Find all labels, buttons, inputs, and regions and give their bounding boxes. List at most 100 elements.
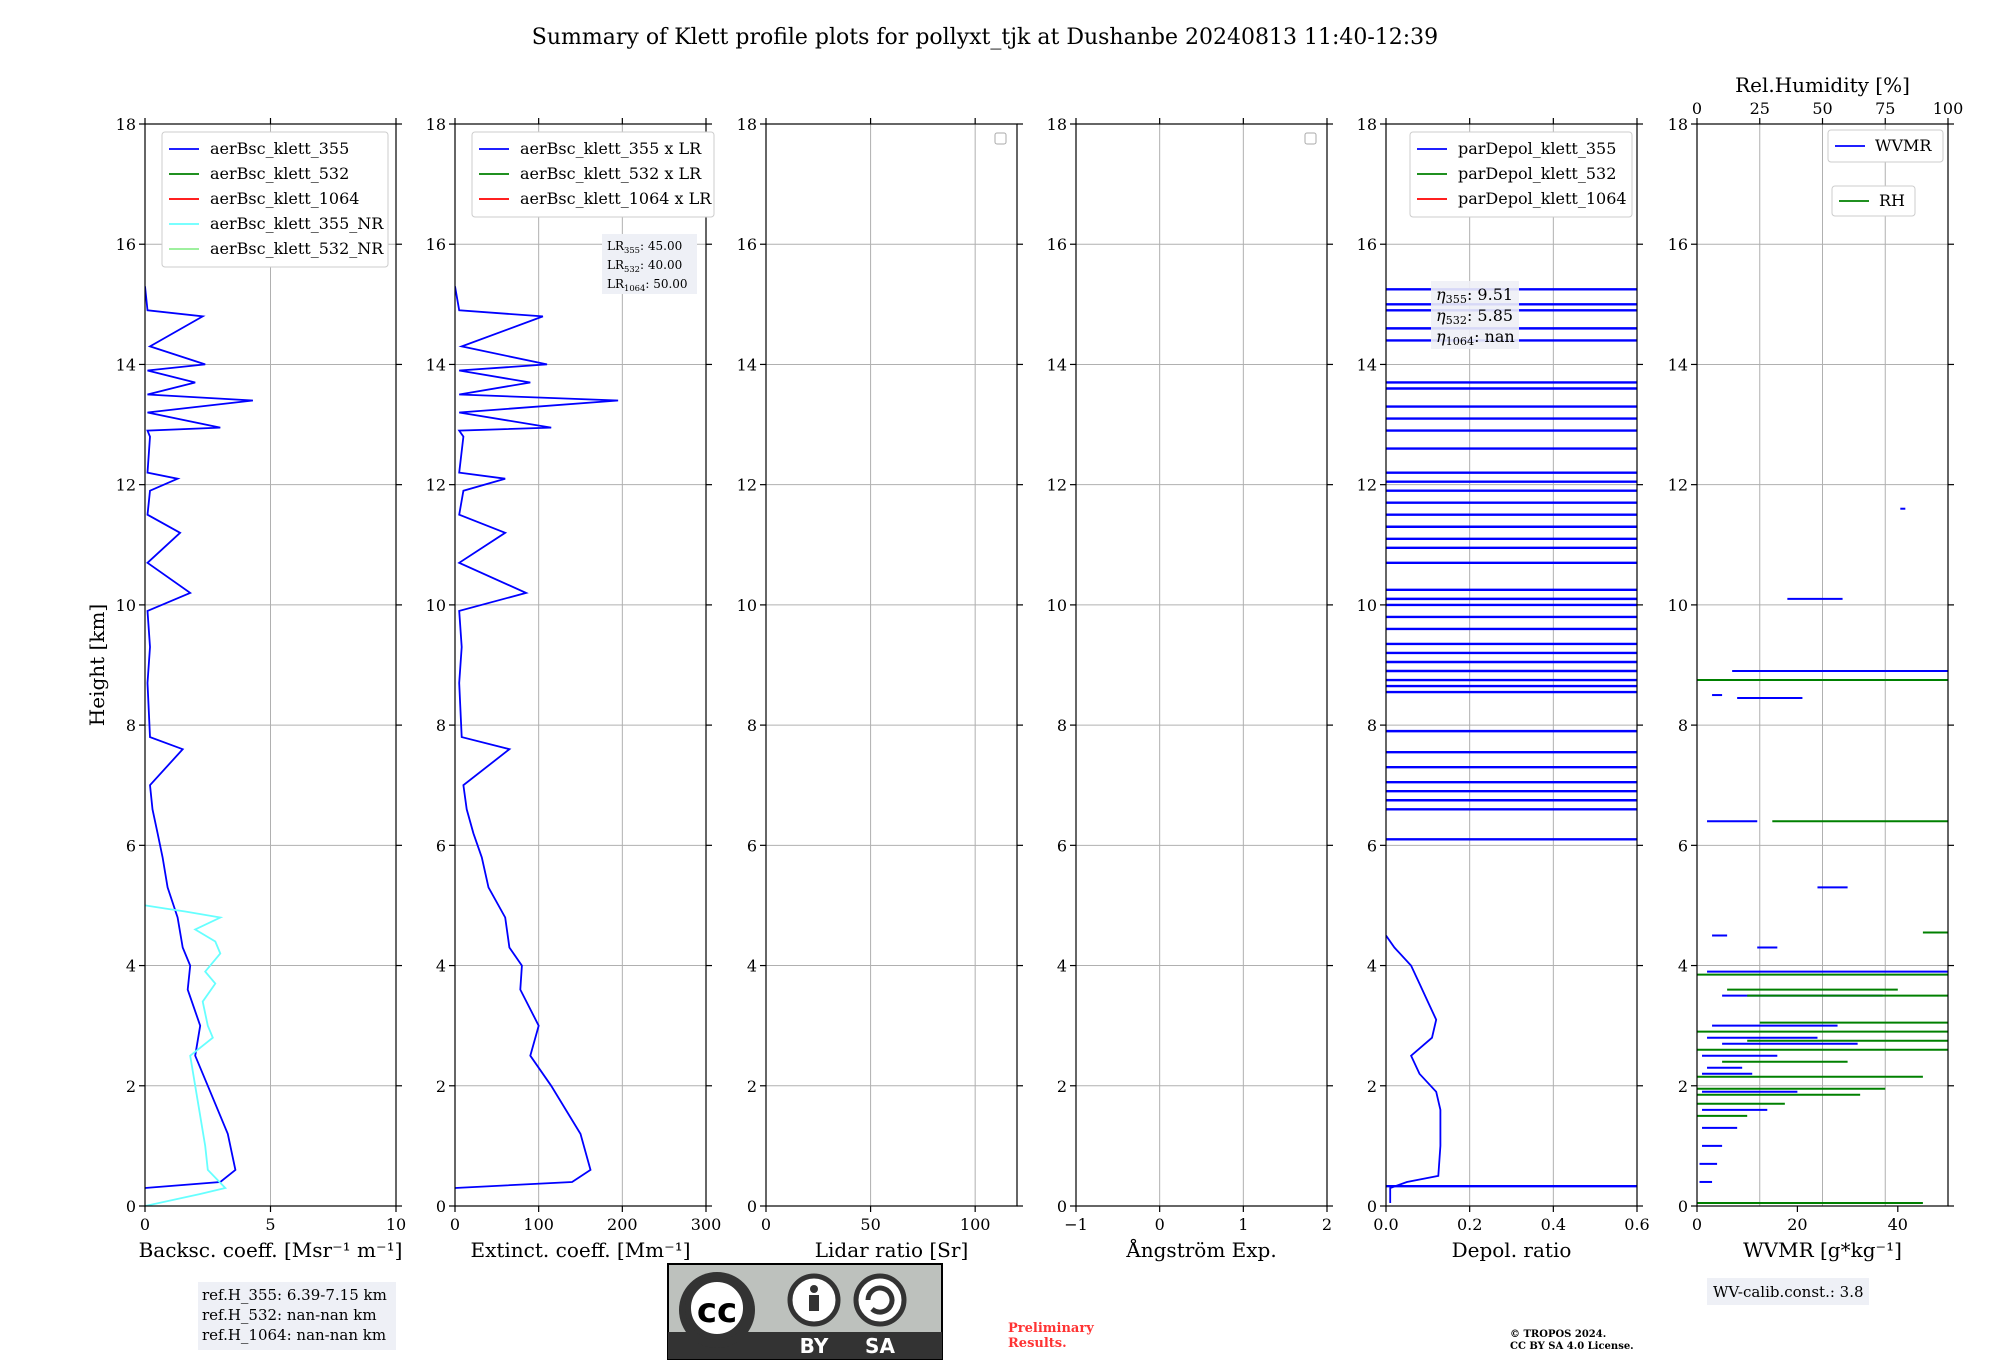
plot-area <box>1697 507 1948 1204</box>
legend-label: parDepol_klett_355 <box>1458 139 1616 158</box>
ytick-label: 14 <box>116 355 136 374</box>
ytick-label: 12 <box>116 476 136 495</box>
ytick-label: 4 <box>126 957 136 976</box>
lr-value: LR1064: 50.00 <box>607 277 688 293</box>
ytick-label: 10 <box>1047 596 1067 615</box>
ytick-label: 6 <box>1367 836 1377 855</box>
legend-label: aerBsc_klett_1064 x LR <box>520 189 712 208</box>
ytick-label: 16 <box>116 235 136 254</box>
cc-license-badge: cc BY SA <box>667 1263 943 1360</box>
ytick-label: 10 <box>426 596 446 615</box>
legend-label: aerBsc_klett_532_NR <box>210 239 384 258</box>
ytick-label: 12 <box>426 476 446 495</box>
refh-1064: ref.H_1064: nan-nan km <box>202 1326 386 1344</box>
x-axis-label: Ångström Exp. <box>1125 1237 1276 1262</box>
ytick-label: 4 <box>1678 957 1688 976</box>
plot-area <box>145 286 254 1206</box>
panel-backscatter: 0 2 4 6 8 10 12 14 16 18 0 5 10 Backsc. coeff. [Msr⁻¹… <box>85 115 406 1262</box>
xtick-label: 200 <box>607 1215 638 1234</box>
xtick-label: 0.6 <box>1624 1215 1649 1234</box>
ytick-label: 18 <box>116 115 136 134</box>
ytick-label: 0 <box>1057 1197 1067 1216</box>
ytick-label: 16 <box>1668 235 1688 254</box>
ytick-label: 8 <box>747 716 757 735</box>
ytick-label: 6 <box>126 836 136 855</box>
xtick-label: 50 <box>860 1215 880 1234</box>
ytick-label: 12 <box>737 476 757 495</box>
xtick-label: 5 <box>265 1215 275 1234</box>
xtick-label: 100 <box>523 1215 554 1234</box>
sa-share-icon <box>853 1273 907 1327</box>
ytick-label: 0 <box>747 1197 757 1216</box>
ytick-label: 16 <box>426 235 446 254</box>
legend-box <box>1827 129 1944 163</box>
legend-label: RH <box>1879 191 1905 210</box>
xtick-label: 0 <box>140 1215 150 1234</box>
x-axis-label: Lidar ratio [Sr] <box>815 1238 969 1262</box>
ytick-label: 6 <box>747 836 757 855</box>
legend-label: aerBsc_klett_1064 <box>210 189 359 208</box>
ytick-label: 4 <box>1057 957 1067 976</box>
ytick-label: 8 <box>1367 716 1377 735</box>
xtick-label: 0 <box>1692 1215 1702 1234</box>
series-parDepol_klett_355 <box>1386 934 1442 1203</box>
legend-label: aerBsc_klett_355 x LR <box>520 139 702 158</box>
ytick-label: 16 <box>737 235 757 254</box>
ytick-label: 18 <box>1668 115 1688 134</box>
ytick-label: 18 <box>1047 115 1067 134</box>
series-aerBsc_klett_355 <box>145 286 254 1189</box>
ytick-label: 6 <box>436 836 446 855</box>
ytick-label: 14 <box>1047 355 1067 374</box>
ytick-label: 16 <box>1357 235 1377 254</box>
ytick-label: 14 <box>426 355 446 374</box>
plot-area <box>455 286 619 1189</box>
lr-value: LR355: 45.00 <box>607 239 682 255</box>
panel-lidar-ratio: 0 2 4 6 8 10 12 14 16 18 0 50 100 Lidar ratio [Sr] <box>737 115 1023 1262</box>
ytick-label: 4 <box>1367 957 1377 976</box>
legend-label: aerBsc_klett_532 <box>210 164 349 183</box>
sa-label: SA <box>865 1334 895 1358</box>
wv-calib-box <box>1707 1278 1869 1305</box>
ytick-label: 12 <box>1357 476 1377 495</box>
x-axis-label: Extinct. coeff. [Mm⁻¹] <box>470 1238 690 1262</box>
ytick-label: 0 <box>1678 1197 1688 1216</box>
ytick-label: 12 <box>1668 476 1688 495</box>
wv-calib-const: WV-calib.const.: 3.8 <box>1713 1283 1864 1301</box>
xtick-label: −1 <box>1064 1215 1088 1234</box>
ytick-label: 6 <box>1678 836 1688 855</box>
ytick-label: 10 <box>1668 596 1688 615</box>
preliminary-line2: Results. <box>1008 1336 1067 1351</box>
toptick-label: 0 <box>1692 99 1702 118</box>
legend: aerBsc_klett_355 aerBsc_klett_532 aerBsc_k… <box>161 131 389 268</box>
ytick-label: 8 <box>436 716 446 735</box>
empty-legend-box <box>994 132 1007 145</box>
ytick-label: 14 <box>737 355 757 374</box>
refh-355: ref.H_355: 6.39-7.15 km <box>202 1286 387 1304</box>
ytick-label: 18 <box>1357 115 1377 134</box>
ytick-label: 4 <box>436 957 446 976</box>
legend: parDepol_klett_355 parDepol_klett_532 parD… <box>1409 131 1633 218</box>
ytick-label: 0 <box>436 1197 446 1216</box>
cc-badge-text: cc <box>697 1291 737 1331</box>
legend-box <box>161 131 389 268</box>
by-label: BY <box>800 1334 829 1358</box>
eta-annotation-box <box>1431 281 1519 349</box>
legend-label: aerBsc_klett_532 x LR <box>520 164 702 183</box>
ytick-label: 2 <box>1367 1077 1377 1096</box>
ytick-label: 4 <box>747 957 757 976</box>
lr-value: LR532: 40.00 <box>607 258 682 274</box>
xtick-label: 40 <box>1888 1215 1908 1234</box>
axes-frame <box>144 123 397 1207</box>
top-axis-label: Rel.Humidity [%] <box>1735 73 1910 97</box>
series-aerBsc_klett_355 x LR <box>455 286 619 1189</box>
empty-legend-box <box>1304 132 1317 145</box>
ytick-label: 14 <box>1357 355 1377 374</box>
eta-value: η355: 9.51 <box>1436 285 1513 306</box>
xtick-label: 100 <box>960 1215 991 1234</box>
xtick-label: 1 <box>1238 1215 1248 1234</box>
xtick-label: 300 <box>691 1215 722 1234</box>
plot-area <box>1386 288 1637 1203</box>
